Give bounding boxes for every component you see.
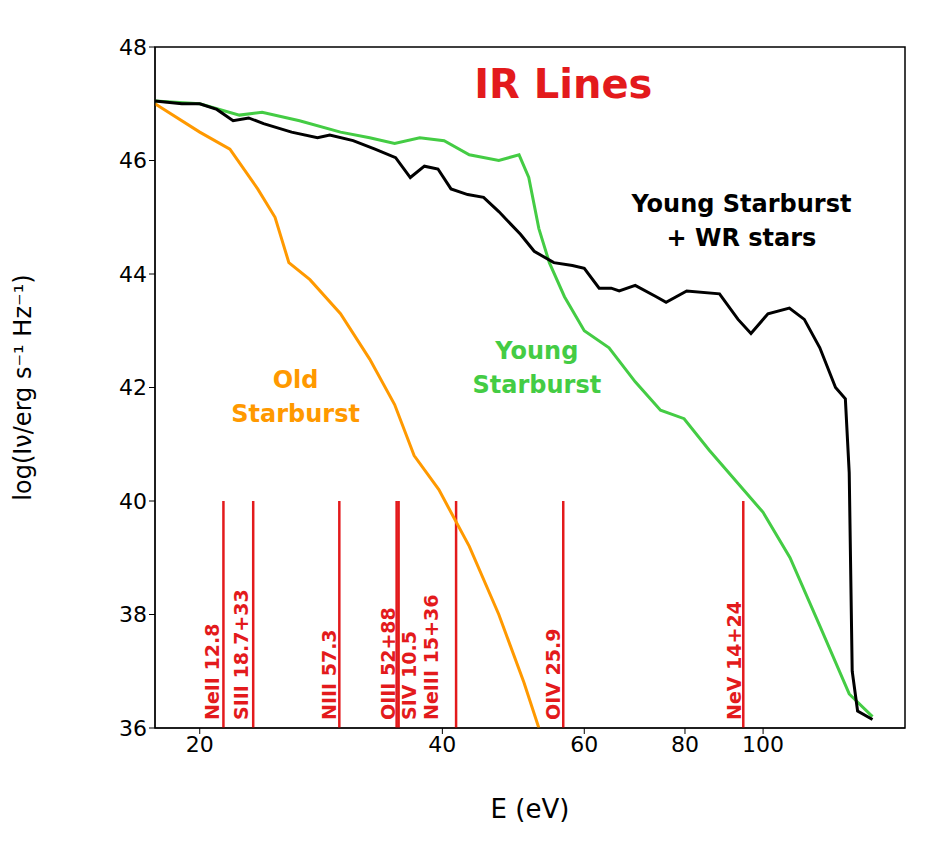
svg-text:46: 46 [119,148,147,173]
svg-text:60: 60 [570,732,598,757]
svg-text:NIII 57.3: NIII 57.3 [318,629,340,720]
svg-text:48: 48 [119,35,147,60]
svg-text:NeII 12.8: NeII 12.8 [201,624,223,720]
svg-text:Old: Old [273,366,319,394]
svg-text:SIII 18.7+33: SIII 18.7+33 [230,589,252,720]
svg-text:OIII 52+88: OIII 52+88 [377,607,399,720]
svg-text:OIV 25.9: OIV 25.9 [542,629,564,720]
svg-text:42: 42 [119,375,147,400]
svg-text:NeV 14+24: NeV 14+24 [723,601,745,720]
svg-text:44: 44 [119,262,147,287]
svg-text:100: 100 [742,732,784,757]
svg-text:Young: Young [494,337,578,365]
svg-text:38: 38 [119,602,147,627]
svg-text:log(Iν/erg s⁻¹ Hz⁻¹): log(Iν/erg s⁻¹ Hz⁻¹) [9,274,37,500]
svg-text:IR Lines: IR Lines [474,61,652,107]
svg-text:SIV 10.5: SIV 10.5 [398,631,420,720]
svg-text:Young Starburst: Young Starburst [630,190,851,218]
svg-text:Starburst: Starburst [231,400,360,428]
svg-text:Starburst: Starburst [473,371,602,399]
svg-text:+ WR stars: + WR stars [666,224,816,252]
svg-text:40: 40 [428,732,456,757]
svg-text:40: 40 [119,489,147,514]
svg-text:80: 80 [671,732,699,757]
svg-text:E (eV): E (eV) [491,794,570,824]
svg-text:36: 36 [119,716,147,741]
svg-text:20: 20 [186,732,214,757]
svg-text:NeIII 15+36: NeIII 15+36 [420,595,442,720]
